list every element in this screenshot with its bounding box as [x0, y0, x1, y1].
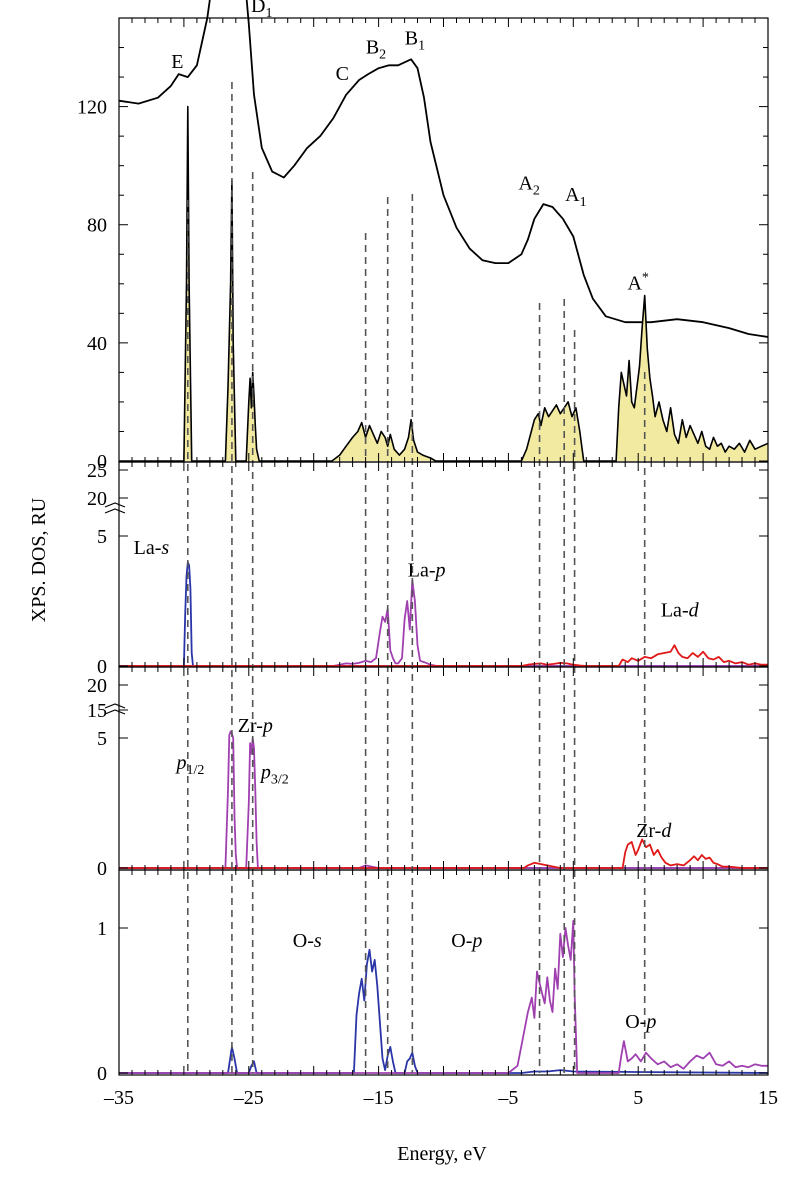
- la-s-label: La-s: [134, 537, 170, 559]
- panel-zr-x-ticks: [118, 667, 769, 870]
- x-tick-label: –5: [497, 1087, 518, 1109]
- total-dos-line: [119, 105, 769, 462]
- y-axis-label: XPS. DOS, RU: [28, 497, 50, 622]
- y-tick-label: 0: [97, 858, 107, 880]
- peak-label-a1: A1: [565, 184, 586, 210]
- zr-d-label: Zr-d: [636, 820, 672, 842]
- o-p-line: [119, 919, 768, 1074]
- y-tick-label: 15: [87, 700, 107, 722]
- y-tick-label: 0: [97, 451, 107, 473]
- o-p-label: O-p: [625, 1011, 656, 1033]
- panel-zr-series: [119, 730, 768, 869]
- la-d-label: La-d: [661, 600, 700, 622]
- panel-xps-frame: [118, 17, 769, 463]
- o-s-line: [119, 948, 769, 1074]
- panel-o-frame: [118, 869, 769, 1076]
- y-tick-label: 20: [87, 488, 107, 510]
- y-tick-label: 1: [97, 918, 107, 940]
- axis-break-mark: [104, 709, 126, 715]
- o-s-label: O-s: [293, 930, 322, 952]
- axis-break-mark: [104, 502, 126, 508]
- y-tick-label: 40: [87, 333, 107, 355]
- x-tick-label: 15: [758, 1087, 778, 1109]
- x-tick-labels: –35 –25 –15 –5 5 15: [103, 1087, 778, 1109]
- y-tick-label: 0: [97, 1063, 107, 1085]
- series-layer: [118, 0, 769, 1074]
- panel-la-y-ticks: 0 5 20 25: [87, 460, 768, 678]
- y-tick-label: 80: [87, 215, 107, 237]
- xps-spectrum-line: [118, 0, 769, 338]
- y-tick-label: 25: [87, 460, 107, 482]
- x-tick-label: –15: [363, 1087, 394, 1109]
- y-tick-label: 20: [87, 675, 107, 697]
- axis-break-mark: [104, 703, 126, 709]
- zr-d-line: [119, 838, 768, 869]
- panel-xps-series: [118, 0, 769, 462]
- peak-label-a-star: A*: [627, 271, 648, 295]
- peak-label-b1: B1: [405, 28, 425, 54]
- panel-o-series: [119, 919, 769, 1074]
- peak-label-e: E: [171, 51, 183, 73]
- orbital-label-p1-2: p1/2: [174, 752, 204, 778]
- panel-zr-axis-break: [104, 703, 126, 715]
- panel-zr-y-ticks: 0 5 15 20: [87, 675, 768, 880]
- guide-lines-layer: [186, 82, 646, 1073]
- peak-label-d1: D1: [251, 0, 272, 21]
- panel-o-y-ticks: 01: [97, 918, 768, 1085]
- panel-la-axis-break: [104, 502, 126, 514]
- panel-la-x-ticks: [118, 462, 769, 667]
- y-tick-label: 0: [97, 656, 107, 678]
- zr-p-label: Zr-p: [238, 715, 273, 737]
- orbital-label-p3-2: p3/2: [259, 761, 289, 787]
- peak-label-b2: B2: [366, 36, 386, 62]
- peak-label-c: C: [336, 63, 349, 85]
- x-tick-label: 5: [633, 1087, 643, 1109]
- x-tick-label: –25: [233, 1087, 264, 1109]
- panel-o-x-ticks: [118, 870, 769, 1075]
- labels-layer: ED2D1CB2B1A2A1A*La-sLa-pLa-dZr-pZr-dp1/2…: [134, 0, 700, 1033]
- y-tick-label: 5: [97, 526, 107, 548]
- peak-label-a2: A2: [518, 172, 539, 198]
- o-p-label: O-p: [451, 930, 482, 952]
- y-tick-label: 5: [97, 728, 107, 750]
- x-tick-label: –35: [103, 1087, 134, 1109]
- la-p-label: La-p: [408, 559, 446, 581]
- la-p-line: [119, 579, 768, 667]
- panel-xps-y-ticks: 0 40 80 120: [77, 47, 768, 473]
- panel-xps-x-ticks: [118, 18, 769, 462]
- zr-p-line: [119, 730, 768, 869]
- axis-break-mark: [104, 508, 126, 514]
- la-d-line: [119, 644, 768, 667]
- y-tick-label: 120: [77, 97, 107, 119]
- x-axis-label: Energy, eV: [397, 1143, 487, 1165]
